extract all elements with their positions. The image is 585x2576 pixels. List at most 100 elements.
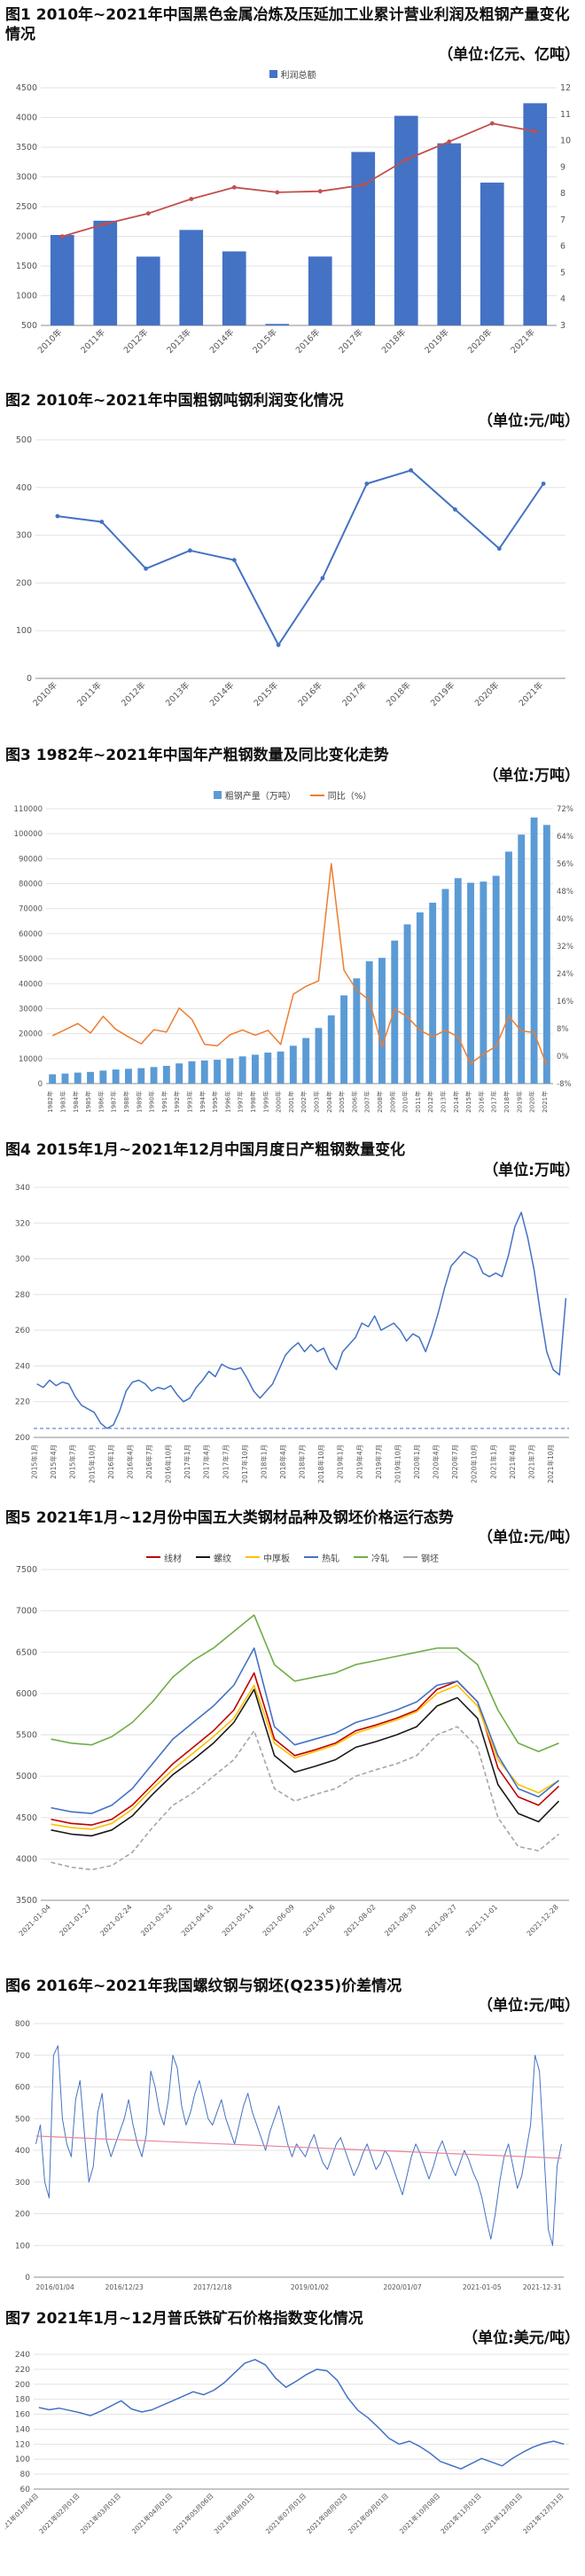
svg-text:2010年: 2010年 (31, 679, 60, 709)
svg-text:7000: 7000 (16, 1606, 37, 1616)
svg-text:2021年: 2021年 (541, 1091, 549, 1113)
figure-1-chart: 500 1000 1500 2000 2500 3000 3500 4000 4500 3 4 5 6 7… (5, 81, 580, 382)
legend-item: 中厚板 (246, 1551, 290, 1564)
svg-text:2021年02月01日: 2021年02月01日 (37, 2491, 82, 2535)
legend-swatch (269, 70, 277, 79)
figure-7-title-text: 图7 2021年1月~12月普氏铁矿石价格指数变化情况 (5, 2309, 363, 2328)
svg-text:80000: 80000 (19, 881, 43, 889)
svg-text:220: 220 (15, 1398, 30, 1407)
svg-text:2500: 2500 (16, 202, 37, 212)
svg-text:2019年7月: 2019年7月 (374, 1445, 383, 1479)
figure-7-unit: （单位:美元/吨） (462, 2329, 580, 2348)
legend-item: 冷轧 (354, 1551, 389, 1564)
svg-text:56%: 56% (557, 860, 573, 869)
svg-text:2016年4月: 2016年4月 (126, 1445, 135, 1479)
svg-text:2014年: 2014年 (207, 327, 237, 356)
svg-text:5: 5 (560, 269, 566, 278)
svg-text:2015年: 2015年 (464, 1091, 472, 1113)
svg-text:2021年06月01日: 2021年06月01日 (212, 2491, 256, 2535)
svg-text:2016/01/04: 2016/01/04 (36, 2283, 74, 2291)
figure-4-title: 图4 2015年1月~2021年12月中国月度日产粗钢数量变化 （单位:万吨） (5, 1140, 580, 1180)
legend-item: 钢坯 (403, 1551, 439, 1564)
svg-text:300: 300 (15, 1256, 30, 1265)
svg-text:1992年: 1992年 (173, 1091, 181, 1113)
figure-1-title-text: 图1 2010年~2021年中国黑色金属冶炼及压延加工业累计营业利润及粗钢产量变… (5, 6, 570, 44)
svg-text:280: 280 (15, 1291, 30, 1300)
legend-swatch (196, 1556, 210, 1559)
figure-2-title-text: 图2 2010年~2021年中国粗钢吨钢利润变化情况 (5, 392, 344, 411)
svg-text:2017年: 2017年 (340, 679, 370, 709)
figure-2-section: 图2 2010年~2021年中国粗钢吨钢利润变化情况 （单位:元/吨） 0 100… (5, 391, 580, 737)
svg-text:1993年: 1993年 (186, 1091, 194, 1113)
svg-text:7500: 7500 (16, 1565, 37, 1575)
svg-text:2003年: 2003年 (312, 1091, 320, 1113)
figure-3-unit: （单位:万吨） (483, 766, 580, 785)
svg-text:2011年: 2011年 (79, 327, 108, 356)
svg-text:220: 220 (15, 2365, 30, 2374)
svg-text:2021-03-22: 2021-03-22 (139, 1903, 174, 1938)
svg-text:4: 4 (560, 295, 566, 305)
figure-1-section: 图1 2010年~2021年中国黑色金属冶炼及压延加工业累计营业利润及粗钢产量变… (5, 5, 580, 382)
svg-text:2017年4月: 2017年4月 (202, 1445, 211, 1479)
svg-text:0: 0 (25, 2274, 30, 2282)
svg-text:140: 140 (15, 2425, 30, 2434)
svg-text:2013年: 2013年 (163, 679, 192, 709)
svg-text:64%: 64% (557, 833, 573, 842)
svg-text:500: 500 (15, 2115, 30, 2124)
svg-text:3: 3 (560, 321, 566, 331)
figure-7-chart: 60 80 100 120 140 160 180 200 220 240 2021年01月04日 2… (5, 2349, 580, 2572)
svg-text:2021年12月31日: 2021年12月31日 (521, 2491, 566, 2535)
svg-text:1986年: 1986年 (97, 1091, 105, 1113)
svg-text:2012年: 2012年 (426, 1091, 434, 1113)
figure-5-title-text: 图5 2021年1月~12月份中国五大类钢材品种及钢坯价格运行态势 (5, 1508, 454, 1527)
legend-label: 螺纹 (214, 1554, 231, 1564)
svg-text:1996年: 1996年 (223, 1091, 231, 1113)
svg-text:50000: 50000 (19, 955, 43, 964)
svg-text:6000: 6000 (16, 1689, 37, 1699)
svg-text:2020年10月: 2020年10月 (470, 1445, 479, 1484)
svg-text:200: 200 (15, 2210, 30, 2219)
svg-text:400: 400 (16, 483, 32, 493)
svg-text:1998年: 1998年 (249, 1091, 257, 1113)
svg-text:1988年: 1988年 (122, 1091, 130, 1113)
svg-text:2021-08-02: 2021-08-02 (342, 1903, 377, 1938)
svg-text:2020年7月: 2020年7月 (450, 1445, 459, 1479)
svg-text:1000: 1000 (16, 292, 37, 301)
svg-text:1991年: 1991年 (160, 1091, 168, 1113)
svg-text:2021-01-27: 2021-01-27 (58, 1903, 92, 1938)
svg-text:0%: 0% (557, 1053, 569, 1061)
svg-text:2021年10月: 2021年10月 (546, 1445, 555, 1484)
figure-2-title: 图2 2010年~2021年中国粗钢吨钢利润变化情况 （单位:元/吨） (5, 391, 580, 431)
svg-text:2000年: 2000年 (275, 1091, 283, 1113)
svg-text:2021-12-31: 2021-12-31 (523, 2283, 562, 2291)
svg-text:3000: 3000 (16, 173, 37, 183)
svg-text:2021年4月: 2021年4月 (508, 1445, 517, 1479)
svg-text:2019/01/02: 2019/01/02 (291, 2283, 329, 2291)
svg-text:4000: 4000 (16, 114, 37, 123)
svg-text:2020/01/07: 2020/01/07 (383, 2283, 421, 2291)
svg-text:1989年: 1989年 (135, 1091, 143, 1113)
svg-text:60: 60 (20, 2486, 31, 2494)
svg-text:16%: 16% (557, 998, 573, 1006)
svg-text:2021年7月: 2021年7月 (527, 1445, 536, 1479)
svg-text:2016年1月: 2016年1月 (106, 1445, 115, 1479)
svg-text:2019年: 2019年 (428, 679, 457, 709)
svg-text:700: 700 (15, 2051, 30, 2060)
svg-text:2021年07月01日: 2021年07月01日 (263, 2491, 308, 2535)
svg-text:2016年: 2016年 (293, 327, 323, 356)
svg-text:2010年: 2010年 (35, 327, 65, 356)
svg-text:5500: 5500 (16, 1730, 37, 1740)
figure-2-chart: 0 100 200 300 400 500 2010年 2011年 2012年 2013年 2014… (5, 431, 580, 737)
svg-text:12: 12 (560, 83, 571, 93)
svg-text:400: 400 (15, 2147, 30, 2156)
chart-svg: 60801001201401601802002202402021年01月04日2… (5, 2351, 569, 2535)
svg-text:2012年: 2012年 (119, 679, 148, 709)
svg-text:2011年: 2011年 (75, 679, 105, 709)
svg-text:2018年10月: 2018年10月 (316, 1445, 325, 1484)
svg-text:2017年: 2017年 (490, 1091, 498, 1113)
svg-text:600: 600 (15, 2083, 30, 2092)
svg-text:2006年: 2006年 (350, 1091, 358, 1113)
svg-text:110000: 110000 (14, 805, 43, 814)
svg-text:2021-11-01: 2021-11-01 (464, 1903, 499, 1938)
svg-text:10: 10 (560, 137, 571, 146)
